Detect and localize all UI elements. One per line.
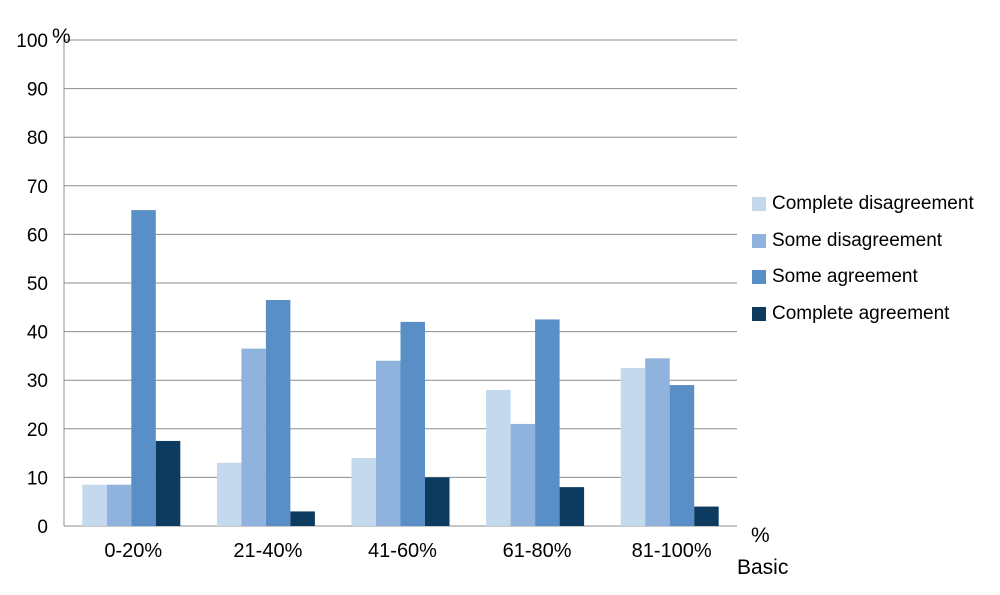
legend-swatch-complete-disagreement <box>752 197 766 212</box>
bar-some-agreement-4 <box>535 319 560 526</box>
bar-complete-agreement-5 <box>694 506 719 526</box>
bar-some-agreement-2 <box>265 300 291 526</box>
bar-complete-agreement-1 <box>155 440 181 526</box>
chart-legend: Complete disagreement Some disagreement … <box>752 186 974 332</box>
x-tick-label-2: 21-40% <box>233 540 302 562</box>
bar-complete-disagreement-1 <box>82 484 107 526</box>
y-axis-unit-label: % <box>52 25 71 48</box>
legend-item-some-agreement: Some agreement <box>752 259 974 296</box>
legend-label-complete-agreement: Complete agreement <box>772 302 950 324</box>
y-tick-label-70: 70 <box>27 177 48 198</box>
legend-label-some-disagreement: Some disagreement <box>772 229 943 251</box>
y-tick-label-80: 80 <box>27 128 48 149</box>
bar-some-agreement-1 <box>131 210 156 526</box>
y-tick-label-0: 0 <box>37 517 48 538</box>
legend-item-complete-agreement: Complete agreement <box>752 296 974 333</box>
y-tick-label-60: 60 <box>27 225 48 246</box>
legend-label-complete-disagreement: Complete disagreement <box>772 193 974 215</box>
bar-complete-agreement-4 <box>559 487 585 526</box>
y-tick-label-30: 30 <box>27 371 48 392</box>
y-tick-label-40: 40 <box>27 323 48 344</box>
bar-complete-agreement-3 <box>425 477 450 526</box>
legend-swatch-some-disagreement <box>752 233 766 248</box>
bar-some-disagreement-2 <box>241 348 266 526</box>
legend-label-some-agreement: Some agreement <box>772 266 918 288</box>
x-tick-label-3: 41-60% <box>368 540 437 562</box>
bar-some-disagreement-5 <box>645 358 670 526</box>
bar-some-agreement-5 <box>669 385 695 526</box>
bar-complete-disagreement-5 <box>620 368 646 526</box>
y-tick-label-100: 100 <box>16 31 48 52</box>
bar-complete-disagreement-3 <box>351 457 376 526</box>
bar-some-disagreement-1 <box>106 484 132 526</box>
bar-complete-disagreement-4 <box>486 389 511 526</box>
bar-complete-disagreement-2 <box>216 462 242 526</box>
legend-swatch-some-agreement <box>752 270 766 285</box>
x-axis-label-line-1: % <box>751 524 770 547</box>
x-tick-label-5: 81-100% <box>632 540 712 562</box>
legend-swatch-complete-agreement <box>752 306 766 321</box>
y-tick-label-50: 50 <box>27 274 48 295</box>
bar-some-disagreement-3 <box>376 360 401 526</box>
bar-complete-agreement-2 <box>290 511 315 526</box>
bar-some-disagreement-4 <box>510 423 536 526</box>
x-axis-label-line-2: Basic <box>737 556 788 579</box>
bar-some-agreement-3 <box>400 321 425 526</box>
legend-item-some-disagreement: Some disagreement <box>752 223 974 260</box>
x-tick-label-4: 61-80% <box>503 540 572 562</box>
y-tick-label-10: 10 <box>27 468 48 489</box>
legend-item-complete-disagreement: Complete disagreement <box>752 186 974 223</box>
y-tick-label-20: 20 <box>27 420 48 441</box>
y-tick-label-90: 90 <box>27 80 48 101</box>
x-tick-label-1: 0-20% <box>104 540 162 562</box>
